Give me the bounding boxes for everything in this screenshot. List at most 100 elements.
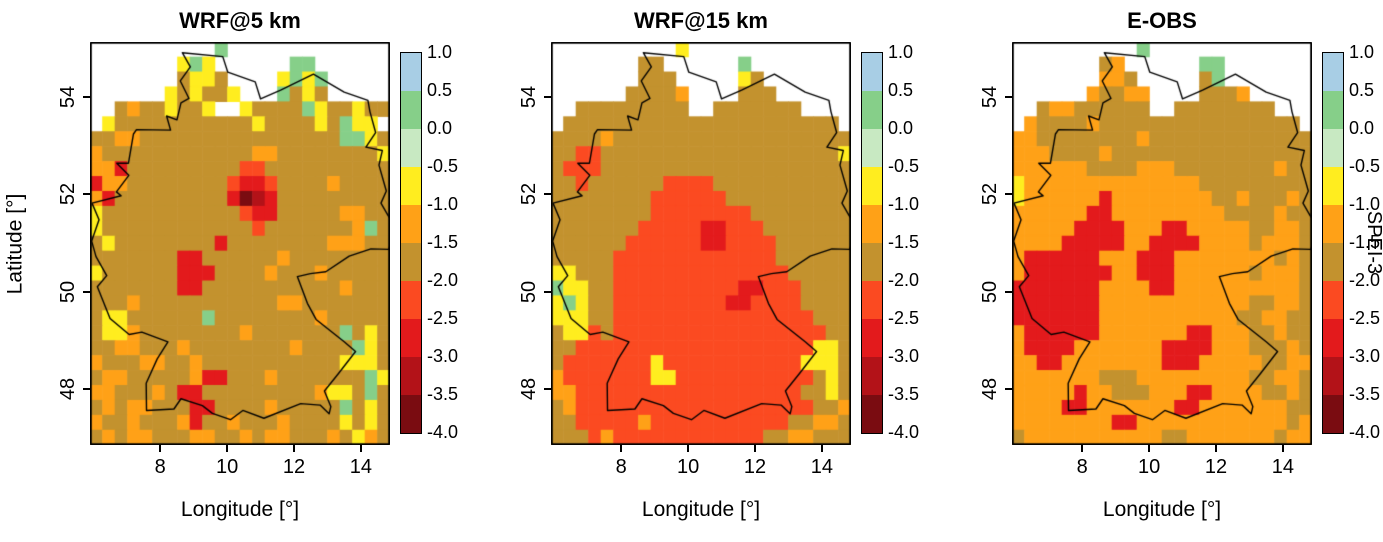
colorbar-tick-label: 0.5 — [427, 80, 453, 100]
map-canvas — [90, 42, 390, 445]
colorbar-segment — [1323, 205, 1343, 243]
colorbar-segment — [1323, 243, 1343, 281]
colorbar-tick-label: 0.0 — [1349, 118, 1375, 138]
colorbar-tick-label: -0.5 — [1349, 156, 1381, 176]
y-tick-mark — [544, 388, 551, 391]
colorbar-segment — [401, 243, 421, 281]
colorbar — [400, 52, 422, 434]
y-tick-mark — [83, 193, 90, 196]
colorbar-tick-label: 0.5 — [1349, 80, 1375, 100]
y-tick-mark — [544, 193, 551, 196]
x-tick-label: 12 — [743, 456, 767, 478]
colorbar-tick-label: -1.5 — [1349, 232, 1381, 252]
panel-wrf5km: WRF@5 km Latitude [°] 8 10 12 14 54 52 50 48 Lo… — [0, 0, 461, 542]
x-tick-label: 12 — [282, 456, 306, 478]
colorbar-segment — [862, 395, 882, 433]
x-tick-label: 10 — [676, 456, 700, 478]
colorbar-title: SPEI-3 — [1363, 210, 1383, 274]
colorbar-tick-label: -2.5 — [1349, 308, 1381, 328]
colorbar-segment — [401, 53, 421, 91]
colorbar-segment — [862, 281, 882, 319]
colorbar-tick-label: -3.0 — [427, 346, 459, 366]
y-tick-label: 48 — [518, 377, 540, 401]
colorbar-tick-label: -1.0 — [1349, 194, 1381, 214]
colorbar-tick-label: -3.0 — [888, 346, 920, 366]
colorbar-segment — [401, 91, 421, 129]
map-canvas — [1012, 42, 1312, 445]
y-axis-label: Latitude [°] — [3, 193, 27, 294]
x-axis-label: Longitude [°] — [641, 498, 761, 521]
panel-title: E-OBS — [1127, 8, 1197, 33]
colorbar-segment — [862, 205, 882, 243]
x-axis-label: Longitude [°] — [180, 498, 300, 521]
colorbar-segment — [862, 53, 882, 91]
colorbar-tick-label: -1.0 — [427, 194, 459, 214]
colorbar-tick-label: -3.0 — [1349, 346, 1381, 366]
colorbar-tick-label: -2.0 — [1349, 270, 1381, 290]
colorbar-segment — [1323, 357, 1343, 395]
colorbar-tick-label: -3.5 — [427, 384, 459, 404]
panel-wrf15km: WRF@15 km 8 10 12 14 54 52 50 48 Longitude [°] … — [461, 0, 922, 542]
colorbar-segment — [1323, 395, 1343, 433]
x-tick-mark — [820, 445, 823, 452]
colorbar-tick-label: -4.0 — [888, 422, 920, 442]
colorbar-tick-label: 0.0 — [888, 118, 914, 138]
colorbar-segment — [862, 91, 882, 129]
y-tick-label: 54 — [57, 85, 79, 109]
colorbar-tick-label: 1.0 — [427, 42, 453, 62]
colorbar-tick-label: 0.0 — [427, 118, 453, 138]
colorbar-segment — [862, 357, 882, 395]
colorbar-tick-label: -2.0 — [888, 270, 920, 290]
x-tick-mark — [620, 445, 623, 452]
panel-title: WRF@15 km — [634, 8, 768, 33]
colorbar-segment — [1323, 129, 1343, 167]
colorbar-tick-label: 1.0 — [888, 42, 914, 62]
y-tick-label: 50 — [518, 280, 540, 303]
colorbar-tick-label: -0.5 — [888, 156, 920, 176]
x-tick-mark — [293, 445, 295, 452]
x-tick-label: 8 — [154, 456, 166, 478]
y-tick-mark — [544, 95, 551, 98]
colorbar-tick-label: -2.5 — [888, 308, 920, 328]
colorbar-segment — [862, 129, 882, 167]
y-tick-label: 52 — [57, 183, 79, 206]
y-tick-mark — [1005, 95, 1012, 98]
x-tick-mark — [1148, 445, 1151, 452]
x-tick-mark — [1081, 445, 1084, 452]
x-tick-mark — [159, 445, 162, 452]
colorbar-segment — [862, 243, 882, 281]
x-tick-mark — [1281, 445, 1284, 452]
colorbar-segment — [401, 281, 421, 319]
colorbar-segment — [1323, 319, 1343, 357]
x-tick-label: 14 — [810, 456, 834, 478]
colorbar-tick-label: -3.5 — [1349, 384, 1381, 404]
colorbar-segment — [1323, 167, 1343, 205]
y-tick-label: 52 — [979, 183, 1001, 206]
colorbar-tick-label: -0.5 — [427, 156, 459, 176]
y-tick-mark — [83, 95, 90, 98]
colorbar-segment — [401, 357, 421, 395]
map-canvas — [551, 42, 851, 445]
colorbar-segment — [401, 167, 421, 205]
colorbar-tick-label: -4.0 — [1349, 422, 1381, 442]
y-tick-mark — [83, 388, 90, 391]
colorbar-segment — [401, 319, 421, 357]
y-tick-label: 54 — [518, 85, 540, 109]
x-tick-label: 10 — [215, 456, 239, 478]
x-tick-mark — [1215, 445, 1217, 452]
x-tick-mark — [226, 445, 229, 452]
y-tick-label: 48 — [979, 377, 1001, 401]
colorbar-tick-label: -4.0 — [427, 422, 459, 442]
x-tick-mark — [754, 445, 756, 452]
y-tick-label: 48 — [57, 377, 79, 401]
colorbar-tick-label: -2.5 — [427, 308, 459, 328]
y-tick-label: 52 — [518, 183, 540, 206]
y-tick-mark — [83, 290, 90, 293]
colorbar-segment — [1323, 53, 1343, 91]
colorbar-segment — [1323, 91, 1343, 129]
x-tick-mark — [359, 445, 362, 452]
panel-title: WRF@5 km — [179, 8, 301, 33]
colorbar-segment — [401, 205, 421, 243]
x-tick-label: 14 — [1271, 456, 1295, 478]
colorbar-segment — [862, 319, 882, 357]
